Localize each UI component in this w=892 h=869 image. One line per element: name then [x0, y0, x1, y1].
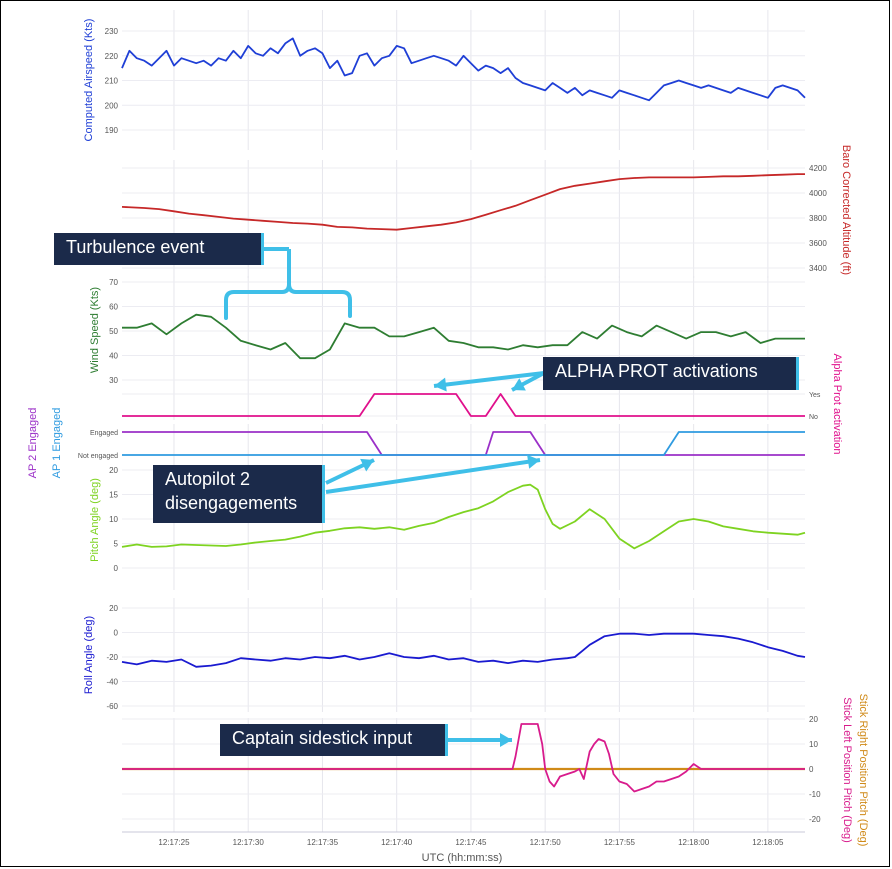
sidestick-arrow-head: [500, 733, 512, 747]
y-tick-label: 3800: [809, 214, 827, 223]
sidestick-callout-text: Captain sidestick input: [232, 728, 412, 748]
y-tick-label: 70: [109, 278, 118, 287]
y-tick-label: No: [809, 414, 818, 421]
autopilot-callout-text: disengagements: [165, 493, 297, 513]
y-tick-label: 200: [105, 101, 119, 110]
autopilot-callout-edge: [322, 465, 325, 523]
altitude-line: [121, 173, 805, 231]
y-tick-label: 15: [109, 491, 118, 500]
y-tick-label: 20: [109, 466, 118, 475]
alpha-callout: ALPHA PROT activations: [543, 357, 799, 390]
y-tick-label: -40: [106, 678, 118, 687]
series-layer: [121, 37, 806, 793]
y-tick-label: 230: [105, 27, 119, 36]
sidestick-callout-edge: [445, 724, 448, 756]
alpha-callout-edge: [796, 357, 799, 390]
y-tick-label: 0: [114, 564, 119, 573]
y-tick-label: 210: [105, 77, 119, 86]
axis-layer: 1902002102202303400360038004000420030405…: [27, 19, 869, 847]
y-tick-label: 10: [109, 515, 118, 524]
y-tick-label: -60: [106, 702, 118, 711]
y-tick-label: Yes: [809, 392, 821, 399]
airspeed-line: [121, 37, 806, 102]
y-tick-label: 4200: [809, 164, 827, 173]
x-tick-label: 12:18:00: [678, 838, 710, 847]
airspeed-axis-label: Computed Airspeed (Kts): [83, 19, 95, 142]
stick-left-axis-label: Stick Left Position Pitch (Deg): [841, 697, 853, 843]
altitude-axis-label: Baro Corrected Altitude (ft): [840, 145, 852, 275]
stick-right-axis-label: Stick Right Position Pitch (Deg): [857, 694, 869, 847]
alpha-arrow-2-head: [512, 378, 526, 391]
wind-axis-label: Wind Speed (Kts): [89, 287, 101, 373]
turbulence-bracket: [224, 262, 352, 320]
y-tick-label: 220: [105, 52, 119, 61]
y-tick-label: 60: [109, 303, 118, 312]
x-tick-label: 12:17:50: [530, 838, 562, 847]
turbulence-callout-text: Turbulence event: [66, 237, 204, 257]
y-tick-label: 5: [114, 540, 119, 549]
callout-boxes: Turbulence event ALPHA PROT activations Au…: [54, 233, 799, 756]
stick-left-line: [122, 723, 805, 793]
roll-angle-line: [121, 632, 806, 668]
pitch-angle-line: [121, 483, 806, 550]
ap1-engaged-line: [122, 431, 805, 456]
autopilot-callout-text: Autopilot 2: [165, 469, 250, 489]
turbulence-callout: Turbulence event: [54, 233, 264, 265]
x-tick-label: 12:17:30: [233, 838, 265, 847]
x-tick-label: 12:17:35: [307, 838, 339, 847]
y-tick-label: -10: [809, 790, 821, 799]
grid-layer: [122, 10, 805, 832]
y-tick-label: -20: [106, 653, 118, 662]
alpha-axis-label: Alpha Prot activation: [831, 354, 843, 455]
y-tick-label: 20: [109, 604, 118, 613]
x-tick-label: 12:17:40: [381, 838, 413, 847]
autopilot-callout-bg: [153, 465, 325, 523]
y-tick-label: 20: [809, 715, 818, 724]
callout-connectors: [224, 247, 545, 747]
turbulence-callout-edge: [261, 233, 264, 265]
y-tick-label: 10: [809, 740, 818, 749]
pitch-axis-label: Pitch Angle (deg): [89, 478, 101, 562]
y-tick-label: Not engaged: [78, 453, 118, 460]
y-tick-label: -20: [809, 815, 821, 824]
x-tick-label: 12:18:05: [752, 838, 784, 847]
y-tick-label: 0: [114, 629, 119, 638]
ap-arrow-2-head: [527, 454, 540, 469]
alpha-prot-line: [122, 393, 805, 417]
y-tick-label: 40: [109, 352, 118, 361]
ap1-axis-label: AP 1 Engaged: [51, 408, 63, 479]
y-tick-label: Engaged: [90, 430, 118, 437]
ap2-engaged-line: [122, 431, 805, 456]
alpha-arrow-1: [433, 371, 545, 388]
autopilot-callout: Autopilot 2 disengagements: [153, 465, 325, 523]
turbulence-callout-bg: [54, 233, 264, 265]
ap2-axis-label: AP 2 Engaged: [27, 408, 39, 479]
y-tick-label: 3600: [809, 239, 827, 248]
ap-arrow-1-head: [360, 458, 374, 472]
x-axis-label: UTC (hh:mm:ss): [422, 852, 503, 864]
y-tick-label: 50: [109, 327, 118, 336]
x-tick-label: 12:17:45: [455, 838, 487, 847]
alpha-callout-text: ALPHA PROT activations: [555, 361, 758, 381]
alpha-arrow-1-head: [434, 377, 447, 392]
ap-arrow-2: [325, 458, 541, 494]
y-tick-label: 4000: [809, 189, 827, 198]
sidestick-callout-bg: [220, 724, 448, 756]
sidestick-callout: Captain sidestick input: [220, 724, 448, 756]
alpha-callout-bg: [543, 357, 799, 390]
x-tick-label: 12:17:25: [158, 838, 190, 847]
y-tick-label: 190: [105, 126, 119, 135]
y-tick-label: 0: [809, 765, 814, 774]
roll-axis-label: Roll Angle (deg): [83, 616, 95, 694]
x-tick-label: 12:17:55: [604, 838, 636, 847]
y-tick-label: 30: [109, 376, 118, 385]
y-tick-label: 3400: [809, 264, 827, 273]
wind-speed-line: [122, 313, 805, 360]
